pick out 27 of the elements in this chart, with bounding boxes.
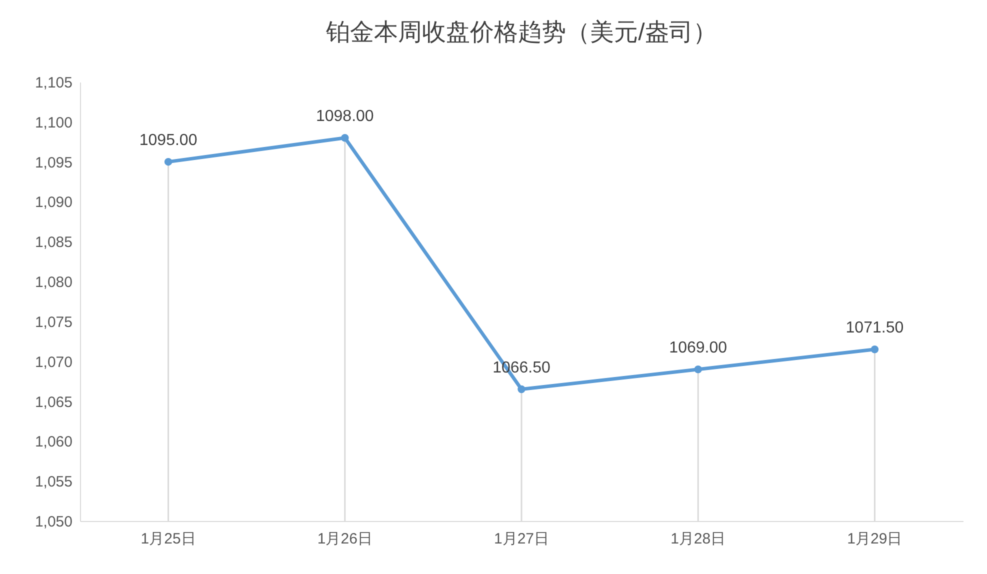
y-tick-label: 1,055 xyxy=(34,474,72,491)
x-tick-label: 1月26日 xyxy=(317,530,372,548)
x-tick-label: 1月28日 xyxy=(670,530,726,548)
data-label: 1071.50 xyxy=(846,319,904,336)
y-tick-label: 1,090 xyxy=(34,194,72,212)
data-label: 1098.00 xyxy=(316,108,374,125)
y-tick-label: 1,085 xyxy=(34,234,72,252)
y-tick-label: 1,075 xyxy=(34,314,72,331)
y-tick-label: 1,100 xyxy=(34,114,72,132)
y-tick-label: 1,070 xyxy=(34,354,72,371)
point xyxy=(341,134,349,142)
data-label: 1069.00 xyxy=(669,339,728,356)
x-tick-label: 1月29日 xyxy=(847,530,902,548)
x-tick-label: 1月25日 xyxy=(140,530,196,548)
y-tick-label: 1,095 xyxy=(34,154,72,172)
y-tick-label: 1,105 xyxy=(34,74,72,92)
y-tick-label: 1,080 xyxy=(34,274,72,292)
data-label: 1095.00 xyxy=(139,132,198,149)
y-tick-label: 1,065 xyxy=(34,394,72,411)
x-tick-label: 1月27日 xyxy=(494,530,550,548)
point xyxy=(870,346,879,354)
chart-title: 铂金本周收盘价格趋势（美元/盎司） xyxy=(325,19,717,46)
point xyxy=(694,365,702,374)
point xyxy=(164,158,172,166)
y-tick-label: 1,060 xyxy=(34,434,72,451)
point xyxy=(518,385,526,394)
y-tick-label: 1,050 xyxy=(34,514,72,530)
